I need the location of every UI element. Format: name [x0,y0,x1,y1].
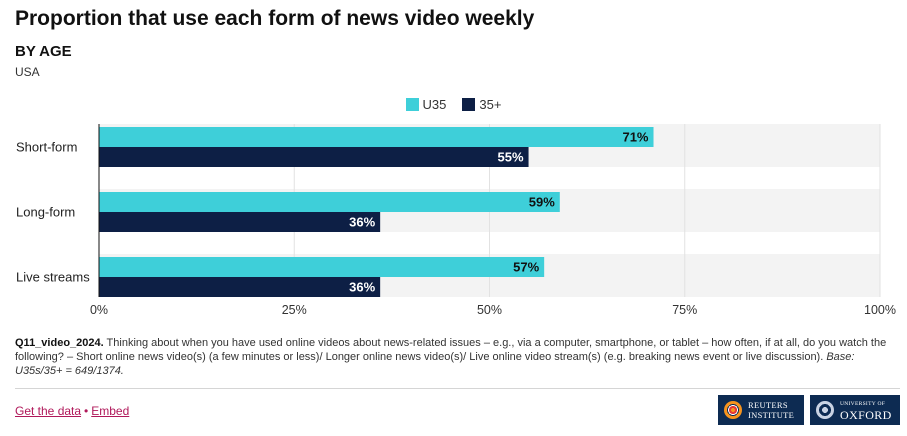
data-label: 55% [498,150,524,165]
data-label: 71% [622,130,648,145]
get-data-link[interactable]: Get the data [15,404,82,418]
embed-link[interactable]: Embed [91,404,130,418]
legend: U35 35+ [0,97,907,112]
link-separator: • [84,404,89,418]
bar-35plus [99,147,529,167]
bar-u35 [99,127,654,147]
reuters-emblem-icon [724,401,742,419]
category-label: Short-form [16,140,77,155]
x-tick-label: 100% [864,303,896,317]
bar-u35 [99,192,560,212]
reuters-logo-line2: INSTITUTE [748,410,795,420]
bar-35plus [99,277,381,297]
bar-35plus [99,212,381,232]
data-label: 36% [349,215,375,230]
chart-title: Proportion that use each form of news vi… [15,7,535,30]
x-tick-label: 75% [672,303,697,317]
category-label: Live streams [16,270,90,285]
footer-links: Get the data • Embed [15,404,129,418]
legend-swatch-u35 [405,98,419,111]
x-tick-label: 0% [90,303,108,317]
footnote-base: Base: U35s/35+ = 649/1374. [15,351,855,377]
data-label: 57% [513,260,539,275]
x-tick-label: 50% [477,303,502,317]
bar-chart: 71% 55% Short-form 59% 36% Long-form 57% 36% Liv… [16,124,896,317]
footnote-text: Thinking about when you have used online… [15,337,887,363]
legend-item-35plus[interactable]: 35+ [462,97,501,112]
legend-label-35plus: 35+ [479,97,502,112]
chart-subtitle: BY AGE [15,43,72,60]
reuters-logo-line1: REUTERS [748,400,788,410]
footnote-code: Q11_video_2024. [15,337,104,349]
x-tick-label: 25% [282,303,307,317]
oxford-crest-icon [816,401,834,419]
reuters-institute-logo[interactable]: REUTERS INSTITUTE [718,395,804,425]
footer-divider [15,388,900,389]
oxford-university-logo[interactable]: UNIVERSITY OF OXFORD [810,395,900,425]
region-label: USA [15,65,40,79]
footnote: Q11_video_2024. Thinking about when you … [15,336,895,378]
bar-u35 [99,257,545,277]
legend-item-u35[interactable]: U35 [405,97,447,112]
data-label: 36% [349,280,375,295]
oxford-logo-small: UNIVERSITY OF [840,400,886,407]
legend-swatch-35plus [462,98,476,111]
category-label: Long-form [16,205,75,220]
legend-label-u35: U35 [422,97,447,112]
data-label: 59% [529,195,555,210]
oxford-logo-big: OXFORD [840,407,892,422]
